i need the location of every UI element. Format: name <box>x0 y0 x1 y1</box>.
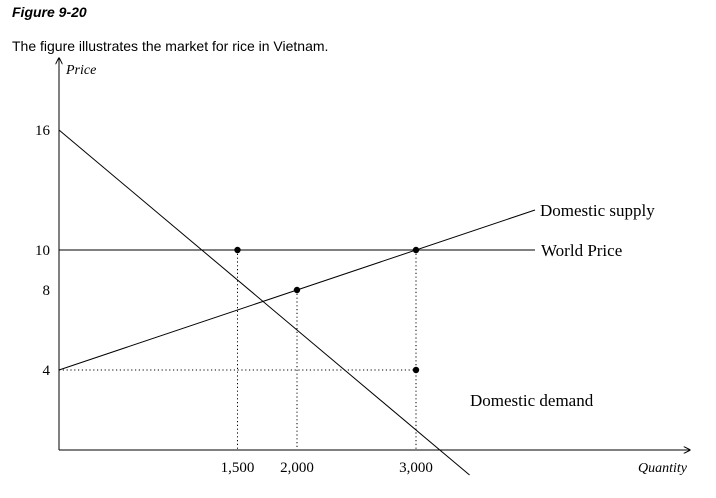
point-marker-3 <box>412 366 420 374</box>
y-tick-label-4: 4 <box>43 363 51 379</box>
point-marker-0 <box>234 246 241 254</box>
y-tick-label-16: 16 <box>35 123 51 139</box>
figure-label: Figure 9-20 <box>12 4 87 20</box>
y-tick-label-10: 10 <box>35 243 50 259</box>
world-price-label: World Price <box>541 241 622 260</box>
y-axis-title: Price <box>65 63 96 78</box>
domestic-supply-label: Domestic supply <box>540 201 655 220</box>
figure-caption: The figure illustrates the market for ri… <box>12 38 329 54</box>
x-axis-title: Quantity <box>638 461 688 476</box>
x-tick-label-2000: 2,000 <box>280 460 314 476</box>
x-tick-label-1500: 1,500 <box>221 460 255 476</box>
point-marker-1 <box>412 246 420 254</box>
y-tick-label-8: 8 <box>43 283 51 299</box>
domestic-demand-label: Domestic demand <box>470 391 594 410</box>
x-tick-label-3000: 3,000 <box>399 460 433 476</box>
point-marker-2 <box>293 286 301 294</box>
domestic-demand-line <box>58 129 470 476</box>
